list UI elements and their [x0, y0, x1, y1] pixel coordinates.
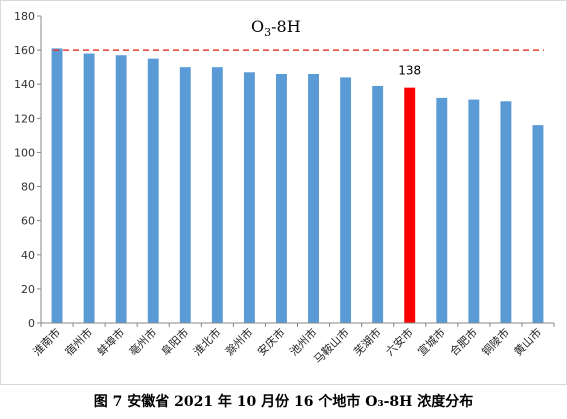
highlight-data-label: 138: [398, 64, 421, 78]
y-tick-label: 80: [21, 181, 35, 194]
x-category-label: 合肥市: [447, 325, 480, 358]
bar: [532, 125, 544, 324]
x-category-label: 宣城市: [415, 325, 448, 358]
bar: [276, 73, 287, 323]
bar: [179, 67, 191, 324]
bar-chart: O3-8H 0 20 40 60 80 100 120 140 160 180 淮南市 宿州市 蚌埠市…: [14, 10, 555, 366]
y-tick-label: 100: [14, 146, 35, 159]
bar: [436, 97, 448, 323]
x-category-label: 蚌埠市: [94, 325, 127, 358]
bar: [340, 77, 352, 324]
chart-title-main: O: [251, 17, 264, 36]
x-category-label: 六安市: [383, 325, 416, 358]
x-axis: [40, 322, 555, 327]
x-category-label: 滁州市: [222, 325, 255, 358]
x-category-label: 淮北市: [190, 325, 223, 358]
y-tick-label: 120: [14, 112, 35, 125]
bars: [51, 48, 544, 324]
chart-frame: O3-8H 0 20 40 60 80 100 120 140 160 180 淮南市 宿州市 蚌埠市…: [0, 0, 567, 385]
bar: [308, 73, 319, 323]
bar: [404, 87, 416, 323]
x-category-label: 淮南市: [30, 325, 63, 358]
figure-caption: 图 7 安徽省 2021 年 10 月份 16 个地市 O₃-8H 浓度分布: [93, 394, 474, 410]
bar: [372, 85, 384, 323]
x-category-label: 黄山市: [511, 325, 544, 358]
y-tick-label: 60: [21, 215, 35, 228]
x-category-label: 芜湖市: [351, 325, 384, 358]
y-tick-label: 20: [21, 283, 35, 296]
bar: [51, 48, 63, 324]
y-tick-label: 160: [14, 44, 35, 57]
bar: [500, 101, 512, 324]
chart-title: O3-8H: [251, 17, 301, 39]
y-tick-label: 40: [21, 249, 35, 262]
x-category-label: 铜陵市: [479, 325, 512, 358]
x-category-label: 马鞍山市: [311, 325, 352, 366]
chart-title-subscript: 3: [264, 26, 271, 39]
bar: [147, 58, 159, 324]
y-axis: 0 20 40 60 80 100 120 140 160 180: [14, 10, 42, 330]
y-tick-label: 140: [14, 78, 35, 91]
bar: [468, 99, 480, 323]
chart-title-rest: -8H: [271, 17, 301, 36]
bar: [211, 67, 223, 324]
x-category-label: 宿州市: [62, 325, 95, 358]
x-category-label: 阜阳市: [158, 325, 191, 358]
x-category-label: 亳州市: [126, 325, 159, 358]
bar: [243, 72, 255, 324]
y-tick-label: 0: [28, 317, 35, 330]
bar: [83, 53, 95, 324]
x-category-label: 安庆市: [254, 325, 287, 358]
bar: [115, 55, 127, 323]
y-tick-label: 180: [14, 10, 35, 23]
